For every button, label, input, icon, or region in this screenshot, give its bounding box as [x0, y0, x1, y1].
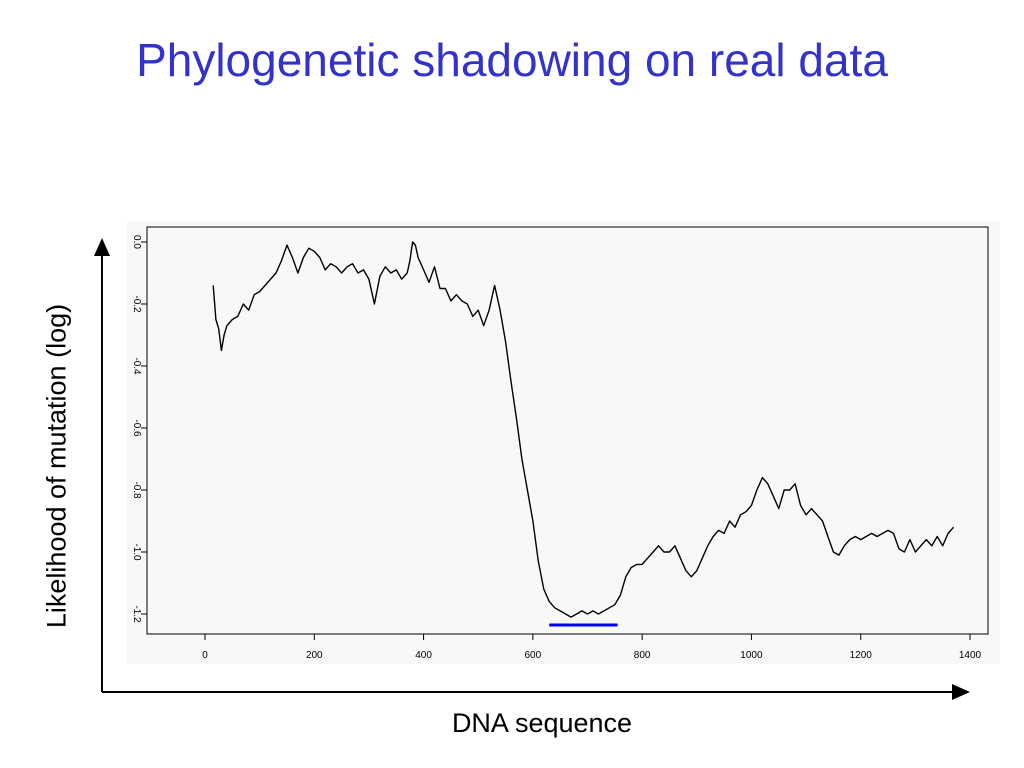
x-tick-label: 1000: [740, 650, 763, 661]
x-tick-label: 1400: [959, 650, 982, 661]
y-tick-label: -1.0: [131, 543, 142, 561]
y-tick-label: -0.6: [131, 419, 142, 437]
x-tick-label: 400: [415, 650, 432, 661]
y-tick-label: 0.0: [131, 235, 142, 249]
x-tick-label: 0: [202, 650, 208, 661]
x-axis-label: DNA sequence: [451, 708, 633, 738]
slide-title: Phylogenetic shadowing on real data: [136, 34, 888, 86]
y-ticks: 0.0 -0.2 -0.4 -0.6 -0.8 -1.0 -1.2: [131, 235, 148, 623]
y-axis-label: Likelihood of mutation (log): [41, 303, 72, 629]
y-tick-label: -0.4: [131, 357, 142, 375]
series-line: [212, 241, 955, 618]
x-ticks: 0 200 400 600 800 1000 1200 1400: [202, 634, 982, 661]
chart-image-area: [127, 221, 1000, 664]
x-tick-label: 800: [634, 650, 651, 661]
y-tick-label: -0.8: [131, 481, 142, 499]
x-tick-label: 200: [306, 650, 323, 661]
y-tick-label: -0.2: [131, 295, 142, 313]
x-tick-label: 600: [525, 650, 542, 661]
x-tick-label: 1200: [850, 650, 873, 661]
y-tick-label: -1.2: [131, 605, 142, 623]
